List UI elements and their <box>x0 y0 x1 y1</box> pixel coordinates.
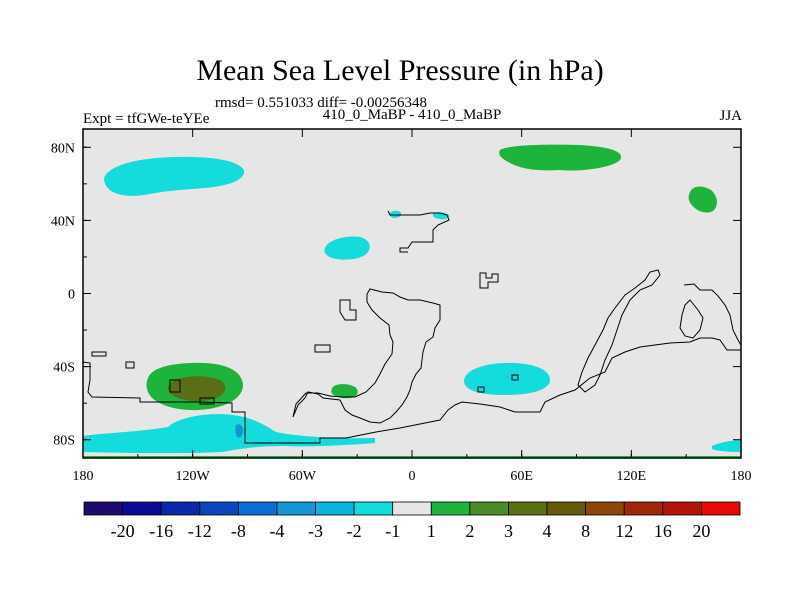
rmsd-diff-stats: rmsd= 0.551033 diff= -0.00256348 <box>215 95 428 111</box>
colorbar-label: -3 <box>308 521 323 541</box>
y-tick-label: 80S <box>53 434 75 449</box>
experiment-label: Expt = tfGWe-teYEe <box>83 111 210 127</box>
coastline-antarctica <box>82 337 741 444</box>
colorbar-swatch <box>315 501 355 516</box>
colorbar-label: -4 <box>269 521 284 541</box>
coastline-small-island-8 <box>477 386 485 393</box>
colorbar-swatch <box>662 501 702 516</box>
colorbar-swatch <box>392 501 432 516</box>
anomaly-arctic-siberia-high <box>499 144 622 171</box>
colorbar-label: 2 <box>465 521 474 541</box>
anomaly-south-atlantic-high <box>331 384 358 399</box>
coastline-eurasia <box>387 210 450 253</box>
colorbar-swatch <box>585 501 625 516</box>
coastline-small-island-5 <box>125 361 135 369</box>
coastline-small-island-9 <box>199 397 215 405</box>
colorbar-swatch <box>623 501 664 516</box>
colorbar-swatch <box>508 501 548 516</box>
coastline-africa <box>577 269 661 393</box>
y-tick-label: 80N <box>51 141 75 156</box>
chart-title: Mean Sea Level Pressure (in hPa) <box>196 54 604 87</box>
colorbar-swatch <box>237 501 278 516</box>
colorbar: -20 -16 -12 -8 -4 -3 -2 -1 1 2 3 4 8 12 16 20 <box>83 501 741 541</box>
colorbar-label: -8 <box>231 521 246 541</box>
coastline-small-island-4 <box>339 299 357 321</box>
x-tick-label: 180 <box>731 469 752 484</box>
colorbar-swatch <box>160 501 201 516</box>
anomaly-ross-sea-low <box>712 440 741 452</box>
colorbar-swatch <box>353 501 394 516</box>
colorbar-swatch <box>430 501 471 516</box>
coastlines <box>82 210 742 444</box>
y-tick-label: 0 <box>68 288 75 303</box>
colorbar-label: -1 <box>385 521 400 541</box>
anomaly-north-atlantic-low <box>324 236 370 260</box>
anomaly-nw-pacific-high <box>688 186 717 213</box>
x-tick-label: 0 <box>409 469 416 484</box>
colorbar-label: 20 <box>692 521 710 541</box>
colorbar-label: -16 <box>149 521 173 541</box>
colorbar-label: 8 <box>581 521 590 541</box>
colorbar-label: -2 <box>347 521 362 541</box>
x-tick-label: 120W <box>176 469 211 484</box>
anomaly-antarctic-core <box>235 424 243 438</box>
season-label: JJA <box>719 108 742 124</box>
coastline-small-island-3 <box>314 344 331 353</box>
coastline-australia <box>683 283 742 346</box>
colorbar-label: -20 <box>111 521 135 541</box>
comparison-label: 410_0_MaBP - 410_0_MaBP <box>322 107 502 123</box>
x-tick-label: 60W <box>289 469 317 484</box>
axes: 180 120W 60W 0 60E 120E 180 80N 40N 0 40S 80S <box>51 129 752 484</box>
colorbar-swatch <box>701 501 741 516</box>
colorbar-swatch <box>276 501 316 516</box>
colorbar-label: 1 <box>427 521 436 541</box>
coastline-south-america <box>292 288 441 424</box>
coastline-small-island-6 <box>169 379 181 393</box>
anomaly-south-pacific-high-core <box>167 376 226 402</box>
colorbar-swatch <box>199 501 239 516</box>
x-tick-label: 60E <box>510 469 533 484</box>
anomaly-europe-low-west <box>389 210 402 218</box>
anomaly-north-pacific-low <box>104 156 245 196</box>
anomaly-indian-ocean-low <box>463 362 551 395</box>
coastline-small-island-7 <box>511 374 519 381</box>
y-tick-label: 40N <box>51 214 75 229</box>
colorbar-swatch <box>546 501 587 516</box>
y-tick-label: 40S <box>53 361 75 376</box>
coastline-small-island-1 <box>479 272 499 289</box>
colorbar-label: 16 <box>654 521 672 541</box>
colorbar-label: 3 <box>504 521 513 541</box>
colorbar-swatch <box>469 501 509 516</box>
colorbar-swatch <box>83 501 123 516</box>
colorbar-label: 4 <box>543 521 552 541</box>
coastline-small-island-2 <box>91 351 107 357</box>
colorbar-swatch <box>122 501 162 516</box>
coastline-india <box>679 299 704 339</box>
x-tick-label: 120E <box>617 469 647 484</box>
colorbar-label: 12 <box>615 521 633 541</box>
colorbar-label: -12 <box>188 521 212 541</box>
x-tick-label: 180 <box>73 469 94 484</box>
